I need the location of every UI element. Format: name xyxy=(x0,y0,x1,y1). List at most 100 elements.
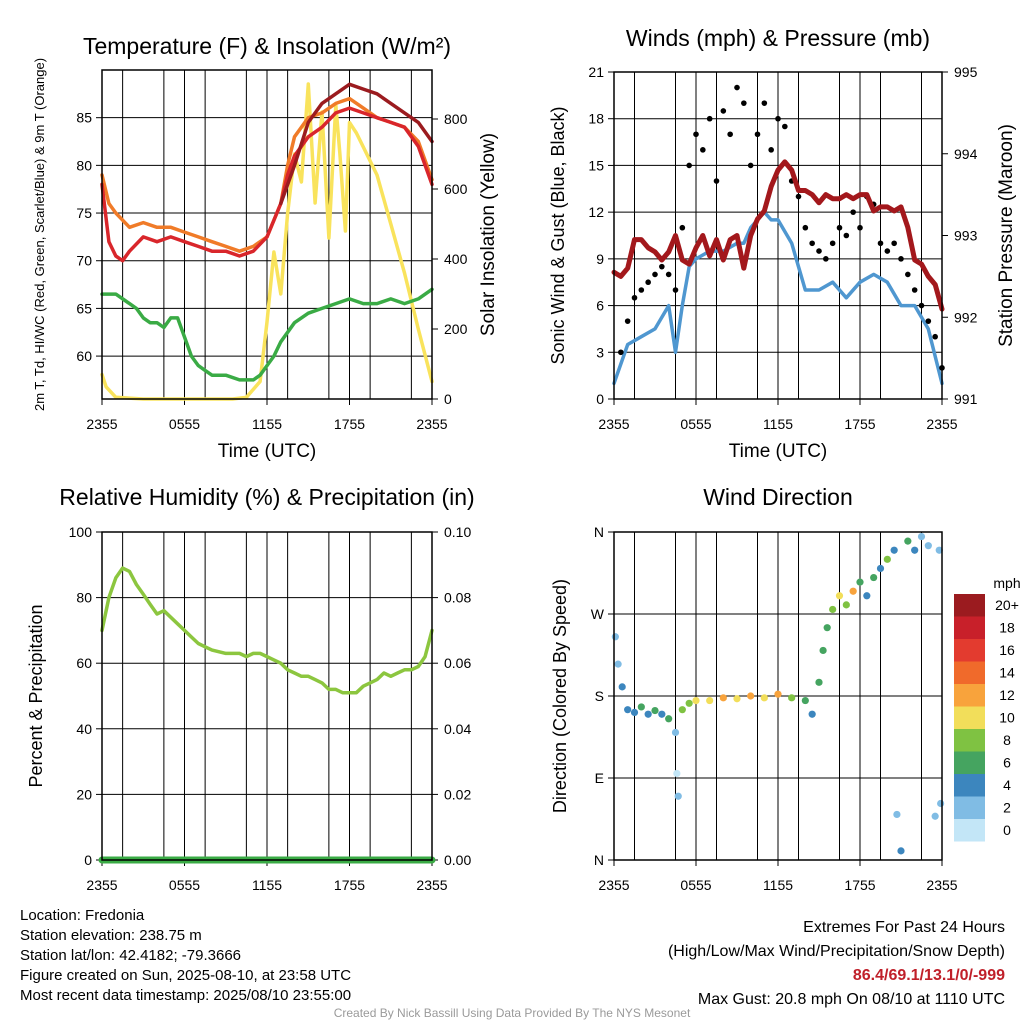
x-tick-label-dir: 2355 xyxy=(598,877,629,893)
chart-title-wind: Winds (mph) & Pressure (mb) xyxy=(626,25,930,51)
direction-point xyxy=(614,660,622,668)
direction-point xyxy=(673,769,681,778)
legend-label: 0 xyxy=(1003,822,1011,838)
direction-point xyxy=(760,694,768,702)
gust-point-wind xyxy=(884,248,891,254)
y-tick-label-wind: 21 xyxy=(588,64,604,80)
y-tick-label-temp: 70 xyxy=(76,253,92,269)
gust-point-wind xyxy=(795,193,802,200)
legend-label: 16 xyxy=(999,642,1015,658)
direction-point xyxy=(856,578,864,586)
direction-point xyxy=(815,678,823,686)
x-tick-label-wind: 2355 xyxy=(926,416,957,432)
gust-point-wind xyxy=(741,100,747,106)
max-gust-text: Max Gust: 20.8 mph On 08/10 at 1110 UTC xyxy=(697,991,1005,1008)
x-tick-label-dir: 1155 xyxy=(763,877,793,893)
y-right-tick-label-wind: 994 xyxy=(954,146,978,162)
panel-dir: Wind Direction 2355 0555 1155 1755 2355 N E S W N D… xyxy=(550,484,1021,893)
gust-point-wind xyxy=(761,100,768,106)
created-text: Figure created on Sun, 2025-08-10, at 23… xyxy=(20,967,352,984)
y-tick-label-rh: 80 xyxy=(76,590,92,606)
legend-label: 20+ xyxy=(995,597,1019,613)
gust-point-wind xyxy=(809,240,815,247)
legend-label: 10 xyxy=(999,710,1015,726)
direction-point xyxy=(823,624,831,632)
direction-point xyxy=(706,696,714,705)
plot-frame-dir xyxy=(613,531,943,861)
extremes-subtitle: (High/Low/Max Wind/Precipitation/Snow De… xyxy=(667,943,1005,960)
gust-point-wind xyxy=(706,115,713,122)
y-axis-label-rh: Percent & Precipitation xyxy=(26,604,46,787)
y-tick-label-wind: 9 xyxy=(596,251,604,267)
gust-point-wind xyxy=(652,271,658,278)
gust-point-wind xyxy=(624,318,631,324)
gust-point-wind xyxy=(754,131,761,138)
gust-point-wind xyxy=(768,147,774,153)
x-tick-label-temp: 1755 xyxy=(334,416,365,432)
direction-point xyxy=(658,710,666,718)
gust-point-wind xyxy=(645,279,651,286)
y-right-tick-label-rh: 0.04 xyxy=(444,721,471,737)
y-tick-label-temp: 80 xyxy=(76,157,92,173)
y-tick-label-wind: 3 xyxy=(596,344,604,360)
y-tick-label-temp: 85 xyxy=(76,110,92,126)
extremes-title: Extremes For Past 24 Hours xyxy=(803,919,1005,936)
x-tick-label-rh: 2355 xyxy=(416,877,447,893)
plot-frame-temp xyxy=(101,69,433,400)
legend-swatch xyxy=(954,684,985,707)
legend-label: 18 xyxy=(999,620,1015,636)
legend-title: mph xyxy=(993,575,1020,591)
direction-point xyxy=(674,792,682,800)
direction-point xyxy=(835,592,844,600)
y-tick-label-rh: 0 xyxy=(84,852,92,868)
direction-point xyxy=(897,847,905,855)
gust-point-wind xyxy=(713,178,720,184)
direction-point xyxy=(678,706,686,714)
gust-point-wind xyxy=(720,108,727,114)
gust-point-wind xyxy=(672,287,679,293)
gust-point-wind xyxy=(932,333,938,340)
legend-label: 12 xyxy=(999,687,1015,703)
gust-point-wind xyxy=(843,232,850,239)
direction-point xyxy=(876,564,885,573)
y-tick-label-rh: 100 xyxy=(69,524,93,540)
y-tick-label-rh: 60 xyxy=(76,655,92,671)
direction-point xyxy=(630,708,639,717)
gust-point-wind xyxy=(686,162,692,169)
x-tick-label-wind: 2355 xyxy=(598,416,629,432)
direction-point xyxy=(911,546,919,554)
direction-point xyxy=(842,601,850,609)
y-tick-label-rh: 20 xyxy=(76,786,92,802)
legend-label: 8 xyxy=(1003,732,1011,748)
series-line-temp xyxy=(100,287,434,382)
direction-point xyxy=(644,710,652,718)
y-tick-label-dir: N xyxy=(594,524,604,540)
legend-swatch xyxy=(954,639,985,662)
x-tick-label-temp: 2355 xyxy=(86,416,117,432)
gust-point-wind xyxy=(802,224,809,231)
gust-point-wind xyxy=(782,123,788,130)
direction-point xyxy=(618,683,626,691)
y-tick-label-temp: 65 xyxy=(76,300,92,316)
chart-title-rh: Relative Humidity (%) & Precipitation (i… xyxy=(59,484,474,510)
y-tick-label-dir: E xyxy=(595,770,604,786)
gust-point-wind xyxy=(905,271,911,278)
series-line-rh xyxy=(100,566,434,695)
x-axis-label-temp: Time (UTC) xyxy=(218,441,317,462)
extremes-values: 86.4/69.1/13.1/0/-999 xyxy=(852,967,1005,984)
chart-title-dir: Wind Direction xyxy=(703,484,853,510)
direction-point xyxy=(651,706,659,715)
y-right-tick-label-rh: 0.06 xyxy=(444,655,471,671)
location-text: Location: Fredonia xyxy=(20,907,145,924)
gust-point-wind xyxy=(823,256,829,262)
gust-point-wind xyxy=(836,224,843,231)
x-tick-label-temp: 2355 xyxy=(416,416,447,432)
direction-point xyxy=(685,699,693,707)
legend-swatch xyxy=(954,661,985,684)
y-tick-label-dir: W xyxy=(591,606,605,622)
plot-frame-wind xyxy=(613,71,943,400)
direction-point xyxy=(611,633,619,641)
panel-wind: Winds (mph) & Pressure (mb) 2355 0555 1155 1… xyxy=(548,25,1017,462)
legend-label: 2 xyxy=(1003,800,1011,816)
x-tick-label-rh: 0555 xyxy=(169,877,200,893)
